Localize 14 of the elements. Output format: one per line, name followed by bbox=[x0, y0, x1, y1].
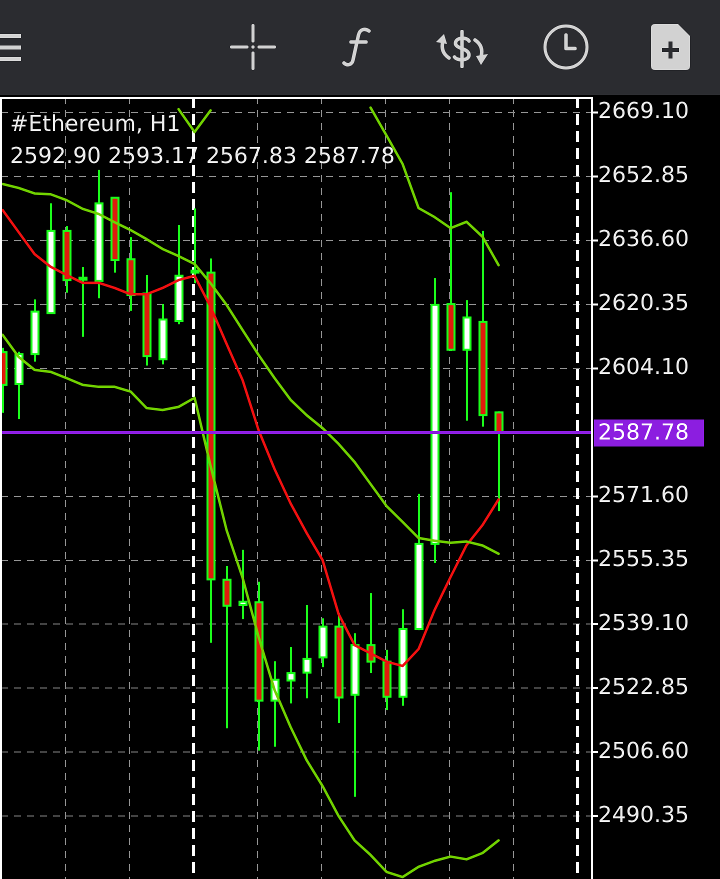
ref-line-label: 2587.78 bbox=[598, 420, 689, 446]
text: 2592.90 2593.17 2567.83 2587.78 bbox=[10, 144, 395, 169]
y-tick-label: 2490.35 bbox=[598, 802, 689, 828]
y-tick-label: 2604.10 bbox=[598, 355, 689, 380]
y-tick-label: 2636.60 bbox=[598, 227, 689, 252]
y-tick-label: 2669.10 bbox=[598, 99, 689, 124]
text: #Ethereum, H1 bbox=[10, 112, 180, 137]
y-tick-label: 2506.60 bbox=[598, 738, 689, 764]
y-tick-label: 2522.85 bbox=[598, 674, 689, 700]
y-tick-label: 2652.85 bbox=[598, 163, 689, 188]
y-tick-label: 2555.35 bbox=[598, 546, 689, 572]
y-tick-label: 2539.10 bbox=[598, 610, 689, 636]
y-tick-label: 2571.60 bbox=[598, 482, 689, 508]
y-tick-label: 2620.35 bbox=[598, 291, 689, 316]
